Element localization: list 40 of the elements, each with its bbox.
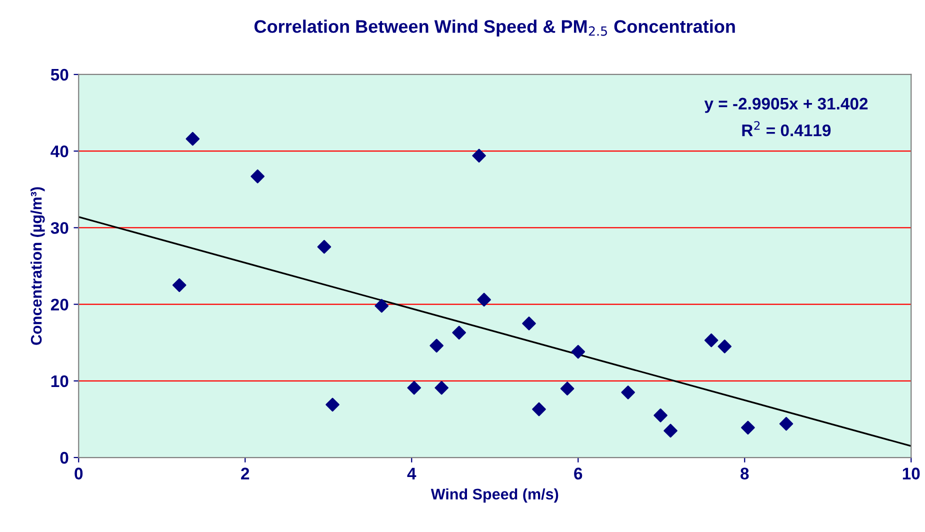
y-tick-label: 40 — [50, 145, 68, 158]
point — [571, 344, 586, 359]
point — [621, 385, 635, 400]
point — [477, 292, 491, 307]
y-tick-label: 0 — [60, 452, 68, 464]
y-tick-label: 10 — [51, 375, 68, 388]
point — [250, 169, 265, 184]
point — [718, 340, 732, 354]
x-tick-label: 8 — [740, 468, 749, 480]
point — [560, 382, 574, 396]
x-tick-label: 2 — [241, 468, 250, 480]
point — [741, 420, 755, 435]
point — [704, 333, 718, 348]
x-tick-label: 4 — [407, 468, 416, 480]
point — [172, 278, 186, 292]
y-tick-label: 30 — [50, 222, 68, 234]
annotation: R$^{2}$ = 0.4119 — [742, 121, 831, 136]
point — [452, 326, 466, 340]
y-tick-label: 50 — [50, 68, 68, 81]
annotation: y = -2.9905x + 31.402 — [704, 98, 868, 113]
point — [317, 240, 332, 254]
x-axis-title: Wind Speed (m/s) — [430, 488, 558, 503]
point — [779, 416, 794, 431]
point — [654, 408, 668, 422]
x-tick-label: 0 — [74, 468, 83, 480]
point — [407, 380, 422, 395]
point — [326, 398, 340, 412]
point — [430, 338, 444, 353]
y-axis-title: Concentration (µg/m³) — [30, 187, 45, 345]
x-tick-label: 6 — [574, 468, 582, 480]
point — [374, 298, 389, 313]
point — [472, 148, 486, 163]
point — [186, 132, 200, 146]
point — [532, 402, 546, 416]
point — [434, 380, 448, 395]
x-tick-label: 10 — [902, 468, 920, 480]
point — [522, 316, 536, 330]
chart-title: Correlation Between Wind Speed & PM$_{2.5}$ Concentration — [254, 20, 735, 36]
y-tick-label: 20 — [50, 298, 68, 311]
point — [664, 424, 678, 438]
